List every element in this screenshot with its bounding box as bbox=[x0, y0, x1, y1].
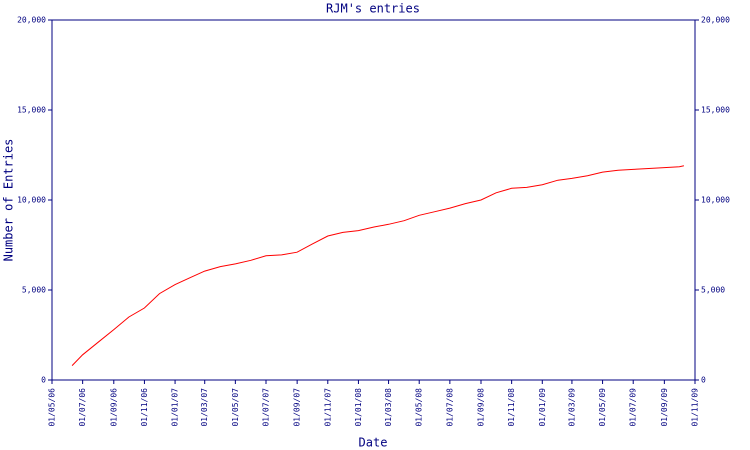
x-tick-label: 01/03/08 bbox=[384, 388, 393, 427]
x-tick-label: 01/01/07 bbox=[171, 388, 180, 427]
x-tick-label: 01/05/08 bbox=[415, 388, 424, 427]
x-tick-label: 01/09/09 bbox=[660, 388, 669, 427]
data-line bbox=[71, 165, 684, 366]
x-tick-label: 01/07/09 bbox=[629, 388, 638, 427]
y-tick-label: 15,000 bbox=[17, 106, 46, 115]
y-axis-label: Number of Entries bbox=[2, 139, 16, 262]
x-tick-label: 01/09/07 bbox=[293, 388, 302, 427]
x-tick-label: 01/11/06 bbox=[140, 388, 149, 427]
x-tick-label: 01/01/08 bbox=[354, 388, 363, 427]
x-tick-label: 01/11/09 bbox=[691, 388, 700, 427]
x-tick-label: 01/07/08 bbox=[445, 388, 454, 427]
y-tick-label: 5,000 bbox=[22, 286, 46, 295]
y2-tick-label: 5,000 bbox=[701, 286, 725, 295]
y2-tick-label: 20,000 bbox=[701, 16, 730, 25]
x-tick-label: 01/11/08 bbox=[507, 388, 516, 427]
x-tick-label: 01/03/07 bbox=[200, 388, 209, 427]
x-tick-label: 01/05/06 bbox=[48, 388, 57, 427]
y2-tick-label: 0 bbox=[701, 376, 706, 385]
x-tick-label: 01/05/09 bbox=[598, 388, 607, 427]
y-tick-label: 0 bbox=[41, 376, 46, 385]
x-tick-label: 01/07/07 bbox=[261, 388, 270, 427]
x-tick-label: 01/11/07 bbox=[323, 388, 332, 427]
plot-frame bbox=[51, 19, 696, 381]
x-tick-label: 01/07/06 bbox=[78, 388, 87, 427]
chart-title: RJM's entries bbox=[326, 2, 420, 16]
y-tick-label: 10,000 bbox=[17, 196, 46, 205]
y2-tick-label: 15,000 bbox=[701, 106, 730, 115]
x-tick-label: 01/09/08 bbox=[477, 388, 486, 427]
x-tick-label: 01/09/06 bbox=[109, 388, 118, 427]
y-tick-label: 20,000 bbox=[17, 16, 46, 25]
x-tick-label: 01/05/07 bbox=[231, 388, 240, 427]
x-tick-label: 01/01/09 bbox=[538, 388, 547, 427]
x-axis-label: Date bbox=[359, 436, 388, 450]
y2-tick-label: 10,000 bbox=[701, 196, 730, 205]
x-tick-label: 01/03/09 bbox=[567, 388, 576, 427]
